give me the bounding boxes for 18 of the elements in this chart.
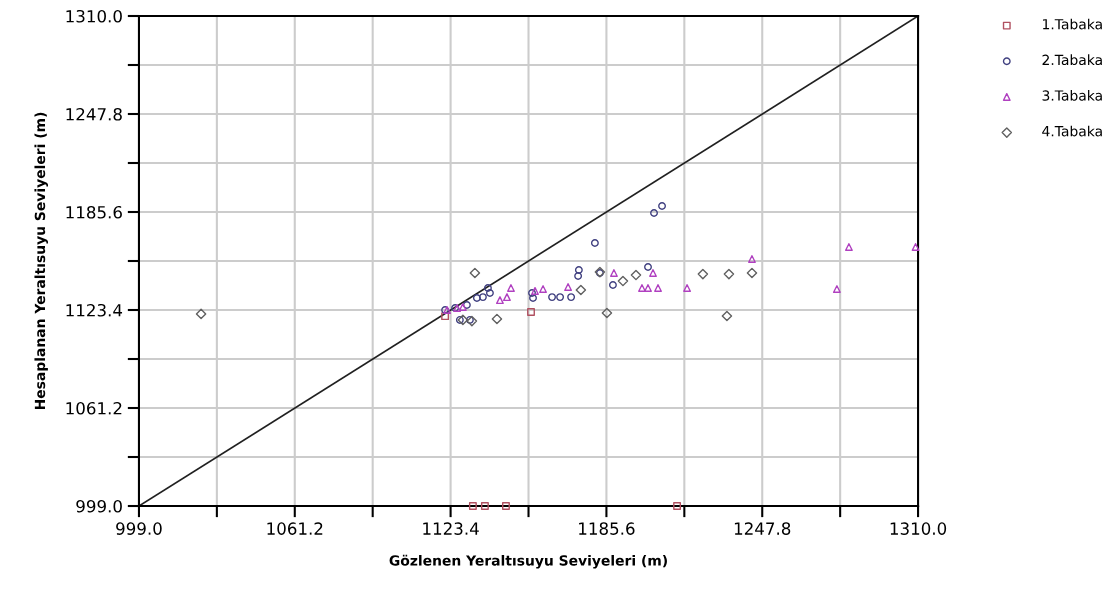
x-axis-title: Gözlenen Yeraltısuyu Seviyeleri (m) [389, 554, 667, 569]
y-tick-label: 1247.8 [66, 107, 122, 121]
x-tick-label: 1310.0 [890, 522, 947, 535]
y-tick-label: 1310.0 [66, 9, 122, 23]
y-axis-title: Hesaplanan Yeraltısuyu Seviyeleri (m) [34, 112, 48, 410]
legend-label: 3.Tabaka [1042, 90, 1102, 101]
x-tick-label: 1185.6 [579, 522, 635, 535]
legend-label: 4.Tabaka [1042, 125, 1102, 137]
x-tick-label: 999.0 [116, 522, 162, 535]
x-tick-label: 1061.2 [267, 522, 323, 535]
legend-label: 1.Tabaka [1043, 18, 1102, 30]
y-tick-label: 1123.4 [66, 303, 123, 317]
y-tick-label: 999.0 [76, 499, 122, 513]
y-tick-label: 1185.6 [66, 205, 122, 219]
x-tick-label: 1123.4 [423, 522, 479, 535]
x-tick-label: 1247.8 [734, 522, 791, 535]
y-tick-label: 1061.2 [66, 401, 122, 415]
legend-label: 2.Tabaka [1042, 54, 1102, 66]
